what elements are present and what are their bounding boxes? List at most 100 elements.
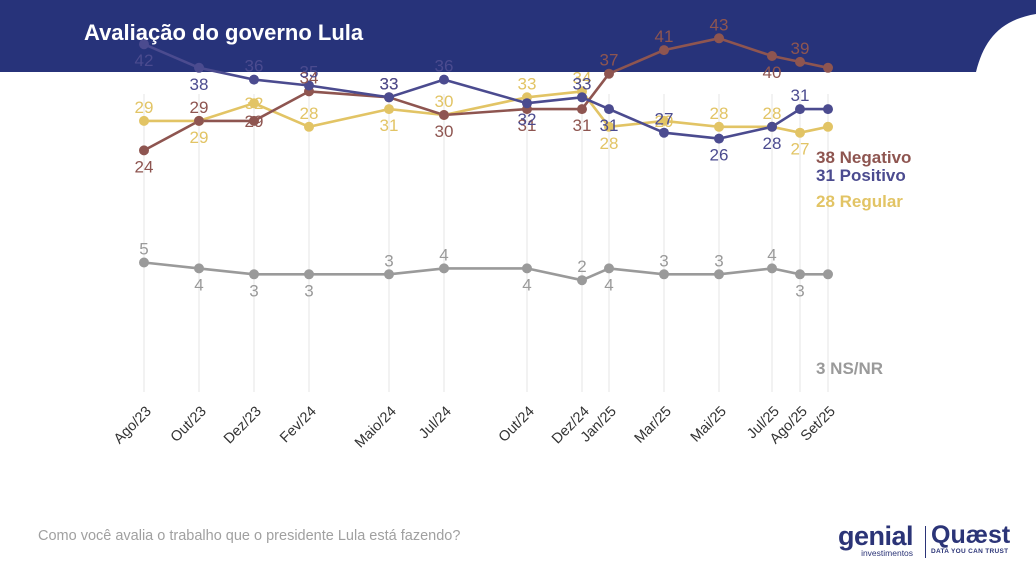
series-end-label-positivo: 31 Positivo <box>816 166 906 185</box>
data-label-regular: 34 <box>573 68 592 87</box>
data-label-negativo: 24 <box>135 157 154 176</box>
quaest-logo: Quæst DATA YOU CAN TRUST <box>931 522 1010 555</box>
data-point-positivo <box>194 62 204 73</box>
data-label-regular: 28 <box>763 104 782 123</box>
data-label-positivo: 36 <box>435 57 454 76</box>
header-background <box>0 0 1036 72</box>
data-label-regular: 28 <box>710 104 729 123</box>
data-point-ns-nr <box>714 269 724 280</box>
data-label-ns-nr: 3 <box>304 281 313 300</box>
data-label-regular: 29 <box>135 98 154 117</box>
data-label-ns-nr: 3 <box>795 281 804 300</box>
data-label-ns-nr: 3 <box>714 251 723 270</box>
data-label-ns-nr: 4 <box>194 275 203 294</box>
x-tick-label: Ago/23 <box>111 404 155 448</box>
data-label-positivo: 31 <box>791 86 810 105</box>
data-point-positivo <box>767 121 777 132</box>
data-label-negativo: 39 <box>791 39 810 58</box>
series-line-ns-nr <box>143 261 828 282</box>
data-point-regular <box>249 98 259 109</box>
series-points <box>139 33 833 286</box>
data-point-positivo <box>659 127 669 138</box>
x-tick-label: Maio/24 <box>352 404 400 452</box>
data-point-ns-nr <box>194 263 204 274</box>
data-label-negativo: 33 <box>380 74 399 93</box>
data-point-positivo <box>522 98 532 109</box>
survey-question: Como você avalia o trabalho que o presid… <box>38 528 461 544</box>
data-label-positivo: 33 <box>573 74 592 93</box>
x-tick-label: Out/23 <box>168 404 210 446</box>
data-point-ns-nr <box>304 269 314 280</box>
data-label-ns-nr: 4 <box>522 275 531 294</box>
data-label-negativo: 40 <box>763 63 782 82</box>
series-line-negativo <box>143 37 829 152</box>
data-point-negativo <box>659 45 669 56</box>
series-line-positivo <box>143 43 828 140</box>
data-point-negativo <box>714 33 724 44</box>
series-end-label-negativo: 38 Negativo <box>816 148 911 167</box>
data-point-ns-nr <box>767 263 777 274</box>
data-point-regular <box>795 127 805 138</box>
data-label-negativo: 29 <box>245 112 264 131</box>
data-point-negativo <box>823 62 833 73</box>
logo-divider <box>925 526 926 558</box>
header-banner <box>0 0 1036 72</box>
data-label-regular: 28 <box>300 104 319 123</box>
data-point-negativo <box>249 115 259 126</box>
grid-lines <box>143 94 829 392</box>
data-point-ns-nr <box>795 269 805 280</box>
data-label-positivo: 27 <box>655 110 674 129</box>
data-label-positivo: 36 <box>245 57 264 76</box>
data-point-regular <box>304 121 314 132</box>
data-point-positivo <box>823 104 833 115</box>
data-label-positivo: 35 <box>300 63 319 82</box>
data-point-positivo <box>304 80 314 91</box>
data-label-ns-nr: 3 <box>249 281 258 300</box>
data-point-positivo <box>249 74 259 85</box>
data-label-regular: 27 <box>791 140 810 159</box>
data-point-ns-nr <box>522 263 532 274</box>
series-lines <box>143 37 829 282</box>
data-label-negativo: 31 <box>518 116 537 135</box>
data-point-negativo <box>577 104 587 115</box>
data-label-negativo: 31 <box>573 116 592 135</box>
data-point-positivo <box>714 133 724 144</box>
data-point-negativo <box>795 56 805 67</box>
data-point-regular <box>604 121 614 132</box>
series-line-regular <box>144 90 829 134</box>
x-axis-labels: Ago/23 Out/23 Dez/23 Fev/24 Maio/24 Jul/24 Out… <box>111 404 839 452</box>
page-title: Avaliação do governo Lula <box>84 20 364 45</box>
data-label-ns-nr: 3 <box>384 251 393 270</box>
data-label-ns-nr: 4 <box>604 275 613 294</box>
x-tick-label: Jul/24 <box>416 404 455 443</box>
data-point-regular <box>659 115 669 126</box>
data-label-positivo: 31 <box>600 116 619 135</box>
data-point-positivo <box>439 74 449 85</box>
data-label-positivo: 26 <box>710 146 729 165</box>
data-label-regular: 33 <box>518 74 537 93</box>
data-point-ns-nr <box>439 263 449 274</box>
quaest-tagline: DATA YOU CAN TRUST <box>931 548 1009 555</box>
data-point-regular <box>823 121 833 132</box>
data-label-positivo: 33 <box>380 74 399 93</box>
data-point-negativo <box>604 68 614 79</box>
data-label-regular: 29 <box>190 128 209 147</box>
genial-subtitle: investimentos <box>861 548 914 558</box>
data-point-ns-nr <box>659 269 669 280</box>
data-point-ns-nr <box>384 269 394 280</box>
data-label-negativo: 43 <box>710 15 729 34</box>
data-label-negativo: 41 <box>655 27 674 46</box>
data-label-regular: 29 <box>655 112 674 131</box>
data-point-ns-nr <box>604 263 614 274</box>
data-point-regular <box>384 104 394 115</box>
data-label-positivo: 38 <box>190 75 209 94</box>
data-label-positivo: 32 <box>518 110 537 129</box>
quaest-wordmark: Quæst <box>931 521 1011 549</box>
data-point-ns-nr <box>577 275 587 286</box>
x-tick-label: Mai/25 <box>688 404 730 446</box>
data-label-regular: 28 <box>600 134 619 153</box>
data-label-ns-nr: 3 <box>659 251 668 270</box>
